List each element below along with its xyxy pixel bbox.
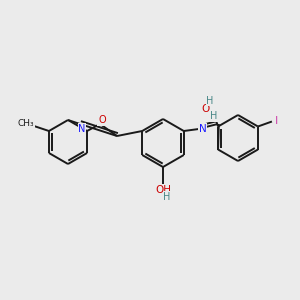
Text: H: H — [163, 192, 171, 202]
Text: N: N — [78, 124, 86, 134]
Text: CH₃: CH₃ — [18, 119, 34, 128]
Text: H: H — [210, 111, 218, 121]
Text: O: O — [201, 103, 209, 113]
Text: O: O — [98, 115, 106, 125]
Text: H: H — [206, 95, 214, 106]
Text: N: N — [199, 124, 207, 134]
Text: OH: OH — [155, 185, 171, 195]
Text: I: I — [275, 116, 278, 127]
